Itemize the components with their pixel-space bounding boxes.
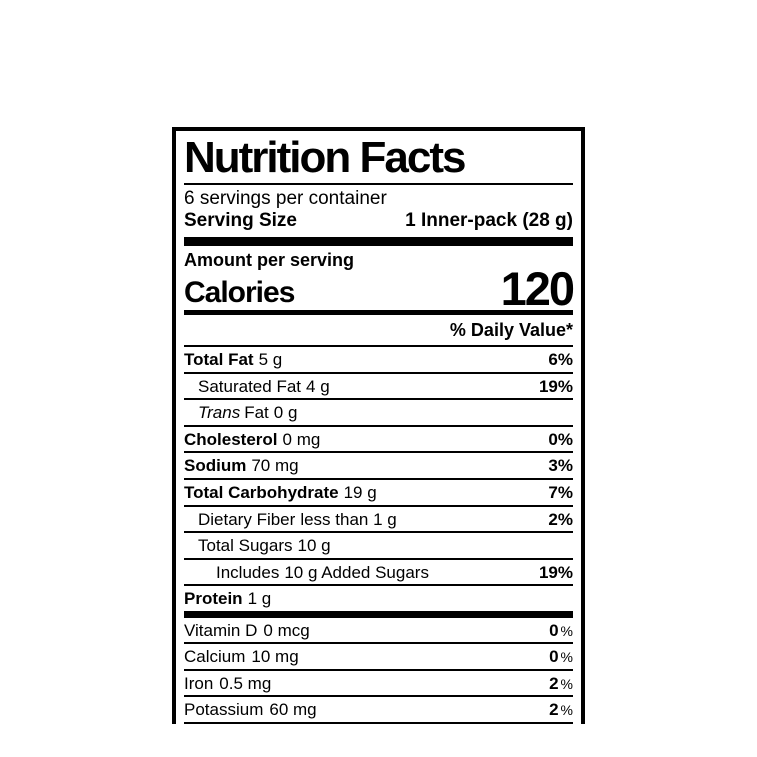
nutrient-name: Fat <box>244 403 269 423</box>
daily-value-header: % Daily Value* <box>449 320 573 341</box>
nutrient-amount: 19 g <box>343 483 377 502</box>
nutrient-name: Dietary Fiber <box>198 509 296 529</box>
vitamin-daily-value: 2 <box>549 673 559 693</box>
nutrient-amount: 5 g <box>258 350 283 370</box>
nutrient-amount: 0 g <box>273 403 298 423</box>
nutrient-name-italic: Trans <box>198 403 241 423</box>
nutrient-row-total-fat: Total Fat 5 g 6% <box>184 345 573 372</box>
nutrient-row-added-sugars: Includes 10 g Added Sugars 19% <box>184 557 573 585</box>
nutrient-name: Saturated Fat <box>198 376 302 396</box>
percent-sign: % <box>560 649 573 666</box>
vitamin-name: Vitamin D <box>184 620 258 640</box>
nutrient-row-protein: Protein 1 g <box>184 584 573 611</box>
vitamin-amount: 0.5 mg <box>219 673 272 693</box>
servings-per-container: 6 servings per container <box>184 188 387 209</box>
nutrient-name: Protein <box>184 589 243 609</box>
nutrient-name: Includes <box>216 562 280 582</box>
calories-label: Calories <box>184 275 295 309</box>
nutrient-name: Total Carbohydrate <box>184 483 339 502</box>
nutrient-row-cholesterol: Cholesterol 0 mg 0% <box>184 424 573 452</box>
nutrient-daily-value: 19% <box>538 562 573 582</box>
nutrient-amount: 4 g <box>306 376 330 396</box>
nutrient-row-total-sugars: Total Sugars 10 g <box>184 531 573 558</box>
nutrient-daily-value: 19% <box>538 376 573 396</box>
nutrient-amount: less than 1 g <box>300 509 397 529</box>
nutrient-row-total-carbohydrate: Total Carbohydrate 19 g 7% <box>184 478 573 505</box>
calories-value: 120 <box>500 261 575 315</box>
nutrient-amount: 10 g <box>297 536 331 556</box>
nutrient-daily-value: 7% <box>548 483 573 502</box>
nutrient-row-dietary-fiber: Dietary Fiber less than 1 g 2% <box>184 504 573 532</box>
nutrient-daily-value: 3% <box>548 456 573 476</box>
vitamin-name: Potassium <box>184 700 264 720</box>
nutrient-row-trans-fat: Trans Fat 0 g <box>184 398 573 425</box>
nutrient-daily-value: 0% <box>548 429 573 449</box>
vitamin-amount: 10 mg <box>251 647 299 667</box>
divider-thick-top <box>184 236 573 246</box>
nutrient-row-saturated-fat: Saturated Fat 4 g 19% <box>184 371 573 399</box>
percent-sign: % <box>560 675 573 692</box>
serving-size-label: Serving Size <box>184 209 297 231</box>
nutrient-amount: 1 g <box>247 589 272 609</box>
nutrient-name: Total Sugars <box>198 536 293 556</box>
vitamin-daily-value: 0 <box>549 647 559 667</box>
nutrient-amount: 0 mg <box>282 429 321 449</box>
vitamin-row-potassium: Potassium 60 mg 2% <box>184 697 573 724</box>
divider-thick-vitamins <box>184 610 573 618</box>
nutrient-amount: 10 g Added Sugars <box>284 562 429 582</box>
vitamin-row-iron: Iron 0.5 mg 2% <box>184 671 573 698</box>
serving-size-row: Serving Size 1 Inner-pack (28 g) <box>184 210 573 237</box>
nutrient-daily-value: 2% <box>548 509 573 529</box>
percent-sign: % <box>560 622 573 639</box>
vitamin-daily-value: 2 <box>549 700 559 720</box>
calories-row: Calories 120 <box>184 261 575 315</box>
vitamin-name: Calcium <box>184 647 246 667</box>
nutrition-facts-label: Nutrition Facts 6 servings per container… <box>172 127 585 724</box>
vitamin-amount: 0 mcg <box>263 620 310 640</box>
amount-per-serving-label: Amount per serving <box>184 249 355 270</box>
serving-size-value: 1 Inner-pack (28 g) <box>405 209 573 231</box>
divider-medium <box>184 310 573 316</box>
label-title: Nutrition Facts <box>184 131 573 185</box>
nutrient-amount: 70 mg <box>251 456 299 476</box>
nutrient-daily-value: 6% <box>548 350 573 370</box>
vitamin-daily-value: 0 <box>549 620 559 640</box>
nutrient-row-sodium: Sodium 70 mg 3% <box>184 451 573 478</box>
nutrient-name: Cholesterol <box>184 429 278 449</box>
nutrient-name: Sodium <box>184 456 247 476</box>
percent-sign: % <box>560 702 573 719</box>
vitamin-name: Iron <box>184 673 214 693</box>
vitamin-amount: 60 mg <box>269 700 317 720</box>
nutrient-name: Total Fat <box>184 350 254 370</box>
vitamin-row-calcium: Calcium 10 mg 0% <box>184 644 573 671</box>
